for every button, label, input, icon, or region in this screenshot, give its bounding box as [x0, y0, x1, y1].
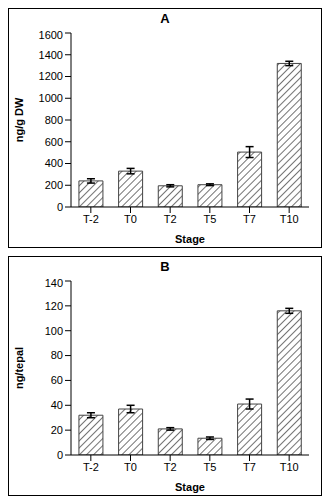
svg-text:0: 0	[57, 449, 63, 461]
svg-text:T7: T7	[243, 213, 256, 225]
svg-text:1000: 1000	[39, 92, 63, 104]
svg-text:T0: T0	[124, 461, 137, 473]
svg-text:T-2: T-2	[83, 213, 99, 225]
svg-text:T10: T10	[280, 213, 299, 225]
svg-text:100: 100	[45, 325, 63, 337]
svg-text:800: 800	[45, 114, 63, 126]
svg-text:40: 40	[51, 399, 63, 411]
svg-text:T0: T0	[124, 213, 137, 225]
svg-text:400: 400	[45, 157, 63, 169]
svg-text:60: 60	[51, 374, 63, 386]
svg-text:T2: T2	[164, 461, 177, 473]
svg-text:0: 0	[57, 201, 63, 213]
svg-text:T-2: T-2	[83, 461, 99, 473]
svg-text:20: 20	[51, 424, 63, 436]
svg-text:120: 120	[45, 300, 63, 312]
svg-text:200: 200	[45, 179, 63, 191]
svg-text:1600: 1600	[39, 29, 63, 41]
svg-text:80: 80	[51, 349, 63, 361]
svg-text:1400: 1400	[39, 49, 63, 61]
html-text:B: B	[160, 259, 170, 274]
svg-text:Stage: Stage	[175, 481, 205, 493]
svg-text:1200: 1200	[39, 70, 63, 82]
svg-text:T2: T2	[164, 213, 177, 225]
svg-text:T10: T10	[280, 461, 299, 473]
svg-text:T5: T5	[203, 213, 216, 225]
svg-text:600: 600	[45, 136, 63, 148]
svg-text:T5: T5	[203, 461, 216, 473]
svg-text:ng/tepal: ng/tepal	[13, 347, 25, 389]
html-text:A: A	[160, 11, 170, 26]
svg-text:T7: T7	[243, 461, 256, 473]
svg-text:ng/g DW: ng/g DW	[13, 97, 25, 142]
svg-text:Stage: Stage	[175, 233, 205, 245]
svg-text:140: 140	[45, 277, 63, 289]
